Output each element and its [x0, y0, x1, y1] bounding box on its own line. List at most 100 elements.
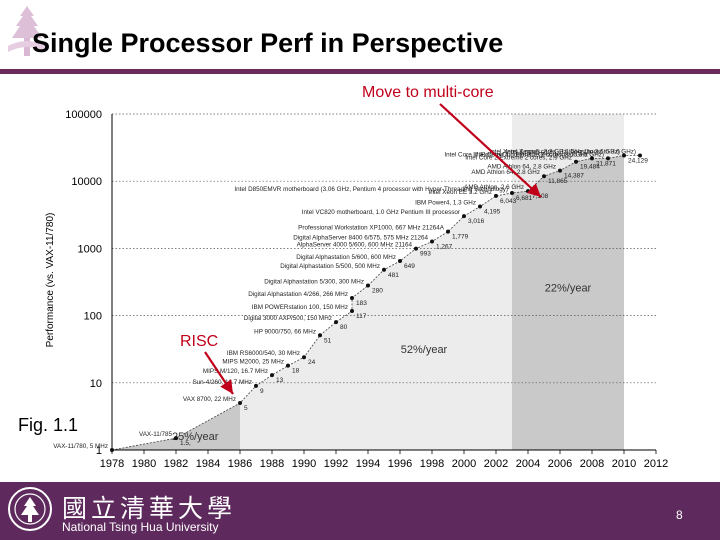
point-label: Sun-4/260, 16.7 MHz [192, 379, 252, 386]
data-point [478, 204, 482, 209]
data-point [414, 246, 418, 251]
y-tick-label: 100 [84, 311, 102, 323]
point-label: IBM RS6000/540, 30 MHz [227, 350, 300, 357]
point-label: IBM POWERstation 100, 150 MHz [252, 304, 348, 311]
university-name-english: National Tsing Hua University [62, 520, 219, 534]
data-point [574, 159, 578, 164]
data-point [462, 214, 466, 219]
data-point [350, 295, 354, 300]
annotation-multicore: Move to multi-core [362, 84, 494, 101]
growth-rate-label: 25%/year [172, 431, 219, 443]
point-value: 51 [324, 337, 332, 344]
x-tick-label: 2006 [548, 458, 572, 470]
point-value: 6,681 [516, 195, 533, 202]
point-label: HP 9000/750, 66 MHz [254, 328, 316, 335]
x-tick-label: 1978 [100, 458, 124, 470]
data-point [382, 267, 386, 272]
x-tick-label: 1984 [196, 458, 220, 470]
point-value: 24,129 [628, 157, 648, 164]
point-value: 9 [260, 388, 264, 395]
data-point [622, 153, 626, 158]
x-tick-label: 2004 [516, 458, 540, 470]
point-label: MIPS M2000, 25 MHz [222, 359, 284, 366]
point-value: 5 [244, 405, 248, 412]
point-label: Digital Alphastation 5/600, 600 MHz [296, 254, 396, 261]
data-point [526, 189, 530, 194]
data-point [558, 168, 562, 173]
point-label: MIPS M/120, 16.7 MHz [203, 368, 268, 375]
data-point [174, 436, 178, 441]
point-label: VAX-11/785 [139, 431, 173, 438]
point-value: 80 [340, 324, 348, 331]
x-tick-label: 1982 [164, 458, 188, 470]
x-tick-label: 2010 [612, 458, 636, 470]
y-tick-label: 1 [96, 445, 102, 457]
y-axis-label: Performance (vs. VAX-11/780) [45, 213, 56, 348]
region-25-percent [112, 403, 240, 450]
x-tick-label: 1986 [228, 458, 252, 470]
data-point [286, 363, 290, 368]
point-value: 1,267 [436, 243, 453, 250]
growth-rate-label: 52%/year [401, 344, 448, 356]
data-point [398, 259, 402, 264]
x-tick-label: 2000 [452, 458, 476, 470]
data-point [542, 174, 546, 179]
point-label: VAX-11/780, 5 MHz [53, 443, 108, 450]
point-value: 14,387 [564, 173, 584, 180]
point-value: 18 [292, 368, 300, 375]
point-value: 3,016 [468, 218, 485, 225]
point-label: Intel Xeon 4 cores, 3.3 GHz (boost to 3.… [489, 148, 620, 155]
data-point [590, 156, 594, 161]
point-value: 19,484 [580, 164, 600, 171]
data-point [238, 401, 242, 406]
data-point [302, 355, 306, 360]
slide-title: Single Processor Perf in Perspective [32, 28, 504, 58]
y-tick-label: 10 [90, 378, 102, 390]
page-number: 8 [676, 508, 683, 522]
point-label: Intel D850EMVR motherboard (3.06 GHz, Pe… [234, 186, 508, 193]
x-tick-label: 1996 [388, 458, 412, 470]
university-emblem-icon [8, 6, 46, 56]
y-tick-label: 100000 [65, 109, 102, 121]
data-point [350, 309, 354, 314]
point-label: AMD Athlon 64, 2.8 GHz [487, 164, 556, 171]
footer-bar [0, 482, 720, 540]
x-tick-label: 1992 [324, 458, 348, 470]
data-point [446, 229, 450, 234]
x-tick-label: 1980 [132, 458, 156, 470]
region-52-percent [240, 192, 512, 450]
point-value: 4,195 [484, 209, 501, 216]
point-value: 280 [372, 288, 383, 295]
x-tick-label: 1990 [292, 458, 316, 470]
data-point [638, 153, 642, 158]
point-label: Digital Alphastation 4/266, 266 MHz [248, 291, 348, 298]
figure-label: Fig. 1.1 [18, 415, 79, 435]
growth-rate-label: 22%/year [545, 282, 592, 294]
y-tick-label: 10000 [71, 176, 102, 188]
point-value: 24 [308, 359, 316, 366]
point-value: 7,108 [532, 193, 549, 200]
point-label: Intel Xeon 6 cores, 3.3 GHz (boost to 3.… [505, 148, 636, 155]
point-label: Digital Alphastation 5/500, 500 MHz [280, 263, 380, 270]
x-tick-label: 2012 [644, 458, 668, 470]
point-value: 6,043 [500, 198, 517, 205]
data-point [270, 373, 274, 378]
data-point [334, 320, 338, 325]
data-point [366, 283, 370, 288]
x-tick-label: 1998 [420, 458, 444, 470]
data-point [254, 383, 258, 388]
university-seal-icon [8, 487, 52, 531]
x-tick-label: 1994 [356, 458, 380, 470]
data-point [110, 448, 114, 452]
point-label: Intel VC820 motherboard, 1.0 GHz Pentium… [302, 209, 460, 216]
point-label: Digital 3000 AXP/500, 150 MHz [244, 315, 332, 322]
point-value: 1.5, [180, 440, 191, 447]
data-point [606, 156, 610, 161]
x-tick-label: 1988 [260, 458, 284, 470]
data-point [430, 239, 434, 244]
performance-chart: 1 10 100 1000 10000 100000 1978 1980 1982 1984 198… [45, 109, 668, 470]
data-point [494, 193, 498, 198]
point-value: 649 [404, 263, 415, 270]
point-label: IBM Power4, 1.3 GHz [415, 200, 476, 207]
point-value: 183 [356, 300, 367, 307]
